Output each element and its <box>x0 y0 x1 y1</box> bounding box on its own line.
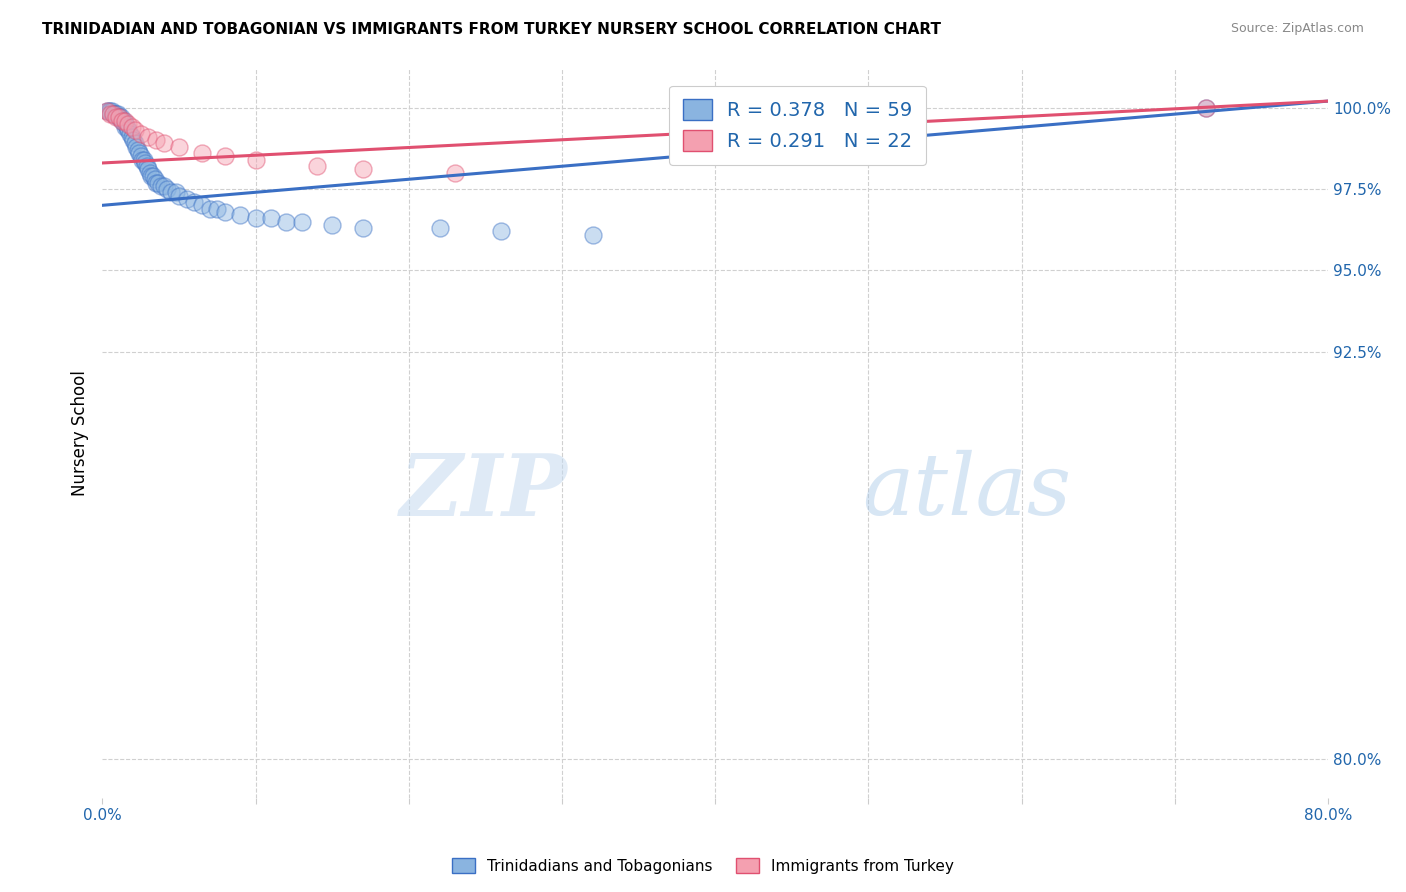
Point <box>214 204 236 219</box>
Point <box>97 103 120 118</box>
Point <box>582 227 605 242</box>
Point <box>352 221 374 235</box>
Point <box>214 149 236 163</box>
Point <box>229 208 252 222</box>
Point <box>112 113 135 128</box>
Point <box>149 178 172 193</box>
Point <box>198 202 221 216</box>
Point <box>128 146 150 161</box>
Point <box>107 107 129 121</box>
Point <box>145 176 167 190</box>
Point <box>142 169 165 183</box>
Point <box>107 111 129 125</box>
Text: TRINIDADIAN AND TOBAGONIAN VS IMMIGRANTS FROM TURKEY NURSERY SCHOOL CORRELATION : TRINIDADIAN AND TOBAGONIAN VS IMMIGRANTS… <box>42 22 941 37</box>
Point <box>104 107 127 121</box>
Point <box>489 224 512 238</box>
Y-axis label: Nursery School: Nursery School <box>72 370 89 496</box>
Point <box>152 178 174 193</box>
Point <box>100 103 122 118</box>
Point <box>105 107 128 121</box>
Point <box>443 166 465 180</box>
Point <box>167 139 190 153</box>
Point <box>1194 101 1216 115</box>
Point <box>183 195 205 210</box>
Point <box>191 198 214 212</box>
Point <box>141 169 163 183</box>
Text: ZIP: ZIP <box>401 450 568 533</box>
Point <box>260 211 283 226</box>
Point <box>96 103 118 118</box>
Point <box>129 127 152 141</box>
Point <box>245 153 267 167</box>
Point <box>108 111 131 125</box>
Point <box>115 120 138 135</box>
Point <box>131 153 153 167</box>
Point <box>1194 101 1216 115</box>
Point <box>305 159 328 173</box>
Point <box>114 113 136 128</box>
Point <box>145 133 167 147</box>
Legend: R = 0.378   N = 59, R = 0.291   N = 22: R = 0.378 N = 59, R = 0.291 N = 22 <box>669 86 927 165</box>
Point <box>156 182 179 196</box>
Point <box>352 162 374 177</box>
Point <box>138 162 160 177</box>
Point <box>135 159 157 173</box>
Point <box>176 192 198 206</box>
Point <box>152 136 174 151</box>
Legend: Trinidadians and Tobagonians, Immigrants from Turkey: Trinidadians and Tobagonians, Immigrants… <box>446 852 960 880</box>
Point <box>291 214 314 228</box>
Point <box>139 166 162 180</box>
Point <box>117 123 139 137</box>
Point <box>111 113 134 128</box>
Point <box>132 153 155 167</box>
Point <box>101 107 124 121</box>
Point <box>165 186 187 200</box>
Point <box>146 176 169 190</box>
Point <box>114 120 136 135</box>
Point <box>124 136 146 151</box>
Point <box>138 129 160 144</box>
Point <box>118 127 141 141</box>
Point <box>111 113 134 128</box>
Point <box>98 107 121 121</box>
Text: Source: ZipAtlas.com: Source: ZipAtlas.com <box>1230 22 1364 36</box>
Point <box>110 111 132 125</box>
Point <box>207 202 229 216</box>
Point <box>121 120 143 135</box>
Point <box>117 117 139 131</box>
Point <box>429 221 451 235</box>
Point <box>98 103 121 118</box>
Point <box>167 188 190 202</box>
Point <box>124 123 146 137</box>
Point <box>96 103 118 118</box>
Point <box>105 111 128 125</box>
Point <box>122 133 145 147</box>
Point <box>101 107 124 121</box>
Point <box>134 156 156 170</box>
Point <box>276 214 298 228</box>
Point <box>129 149 152 163</box>
Point <box>245 211 267 226</box>
Point <box>191 146 214 161</box>
Text: atlas: atlas <box>862 450 1071 533</box>
Point <box>127 143 149 157</box>
Point <box>321 218 343 232</box>
Point <box>114 117 136 131</box>
Point <box>125 139 148 153</box>
Point <box>108 111 131 125</box>
Point <box>143 172 166 186</box>
Point <box>160 186 183 200</box>
Point <box>121 129 143 144</box>
